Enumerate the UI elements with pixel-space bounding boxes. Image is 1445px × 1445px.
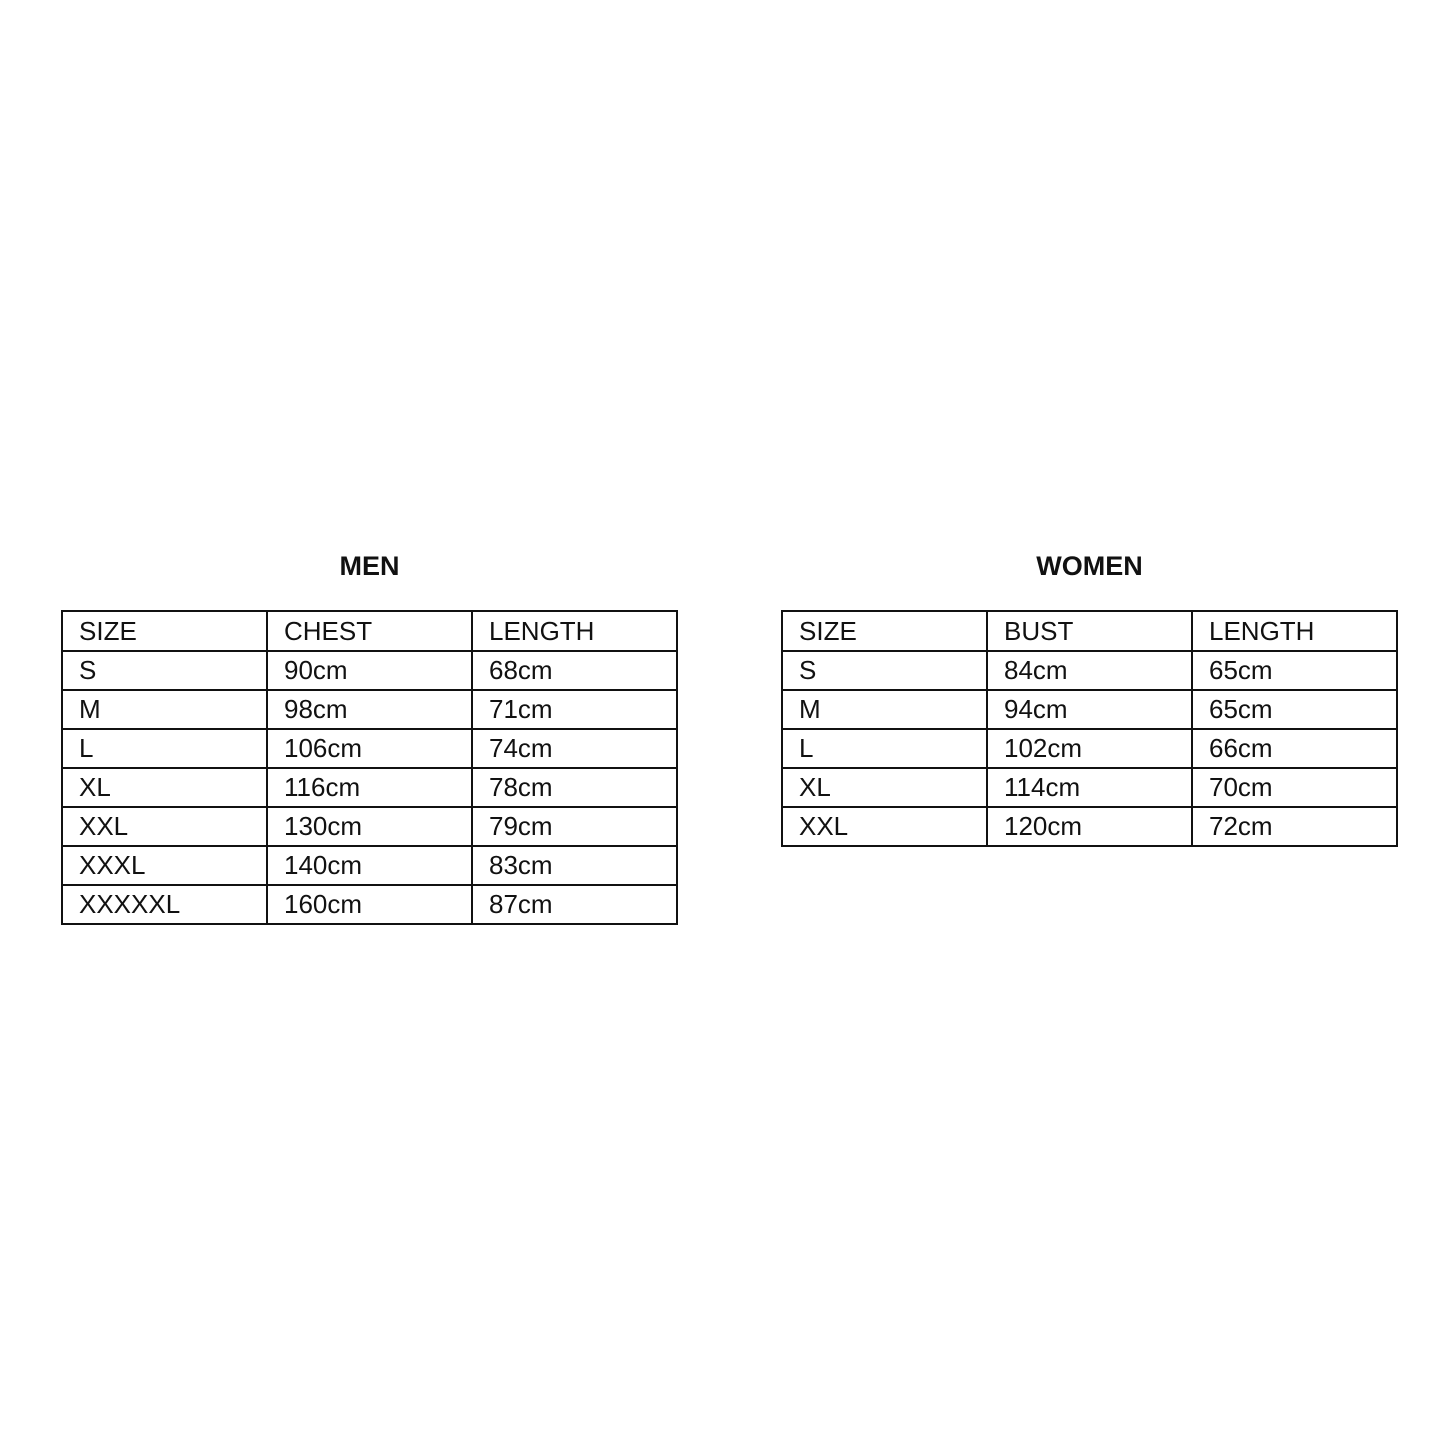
table-row: M 98cm 71cm <box>61 689 678 730</box>
table-cell: S <box>781 650 988 691</box>
column-header: BUST <box>986 610 1193 652</box>
table-row: XL 114cm 70cm <box>781 767 1398 808</box>
table-header-row: SIZE CHEST LENGTH <box>61 610 678 652</box>
table-cell: 140cm <box>266 845 473 886</box>
table-row: XXL 120cm 72cm <box>781 806 1398 847</box>
table-cell: XXXL <box>61 845 268 886</box>
column-header: LENGTH <box>471 610 678 652</box>
table-row: XXXXXL 160cm 87cm <box>61 884 678 925</box>
table-cell: 70cm <box>1191 767 1398 808</box>
table-cell: 78cm <box>471 767 678 808</box>
column-header: CHEST <box>266 610 473 652</box>
table-cell: 84cm <box>986 650 1193 691</box>
table-cell: 116cm <box>266 767 473 808</box>
table-cell: 79cm <box>471 806 678 847</box>
column-header: LENGTH <box>1191 610 1398 652</box>
table-cell: 90cm <box>266 650 473 691</box>
table-row: XL 116cm 78cm <box>61 767 678 808</box>
table-cell: XXXXXL <box>61 884 268 925</box>
table-cell: 72cm <box>1191 806 1398 847</box>
table-cell: 114cm <box>986 767 1193 808</box>
table-cell: XXL <box>61 806 268 847</box>
table-cell: 130cm <box>266 806 473 847</box>
table-cell: 98cm <box>266 689 473 730</box>
table-row: XXL 130cm 79cm <box>61 806 678 847</box>
women-title: WOMEN <box>1036 551 1143 581</box>
table-cell: 94cm <box>986 689 1193 730</box>
table-row: S 84cm 65cm <box>781 650 1398 691</box>
table-header-row: SIZE BUST LENGTH <box>781 610 1398 652</box>
women-size-table: SIZE BUST LENGTH S 84cm 65cm M 94cm 65cm L 102cm 66… <box>781 610 1398 847</box>
table-cell: XL <box>781 767 988 808</box>
table-cell: L <box>61 728 268 769</box>
table-row: S 90cm 68cm <box>61 650 678 691</box>
table-cell: 83cm <box>471 845 678 886</box>
table-cell: 65cm <box>1191 689 1398 730</box>
table-cell: L <box>781 728 988 769</box>
table-cell: 160cm <box>266 884 473 925</box>
table-cell: S <box>61 650 268 691</box>
table-row: L 106cm 74cm <box>61 728 678 769</box>
table-row: L 102cm 66cm <box>781 728 1398 769</box>
table-cell: 87cm <box>471 884 678 925</box>
men-size-table: SIZE CHEST LENGTH S 90cm 68cm M 98cm 71cm L 106cm 7… <box>61 610 678 925</box>
table-cell: XL <box>61 767 268 808</box>
table-cell: 106cm <box>266 728 473 769</box>
table-row: XXXL 140cm 83cm <box>61 845 678 886</box>
column-header: SIZE <box>61 610 268 652</box>
table-row: M 94cm 65cm <box>781 689 1398 730</box>
table-cell: M <box>61 689 268 730</box>
table-cell: 71cm <box>471 689 678 730</box>
table-cell: XXL <box>781 806 988 847</box>
women-size-chart: WOMEN SIZE BUST LENGTH S 84cm 65cm M 94cm 65cm L 1… <box>781 546 1398 847</box>
column-header: SIZE <box>781 610 988 652</box>
men-title: MEN <box>339 551 400 581</box>
men-size-chart: MEN SIZE CHEST LENGTH S 90cm 68cm M 98cm 71cm L 10… <box>61 546 678 925</box>
table-cell: 68cm <box>471 650 678 691</box>
table-cell: 65cm <box>1191 650 1398 691</box>
table-cell: M <box>781 689 988 730</box>
table-cell: 120cm <box>986 806 1193 847</box>
table-cell: 66cm <box>1191 728 1398 769</box>
table-cell: 102cm <box>986 728 1193 769</box>
table-cell: 74cm <box>471 728 678 769</box>
